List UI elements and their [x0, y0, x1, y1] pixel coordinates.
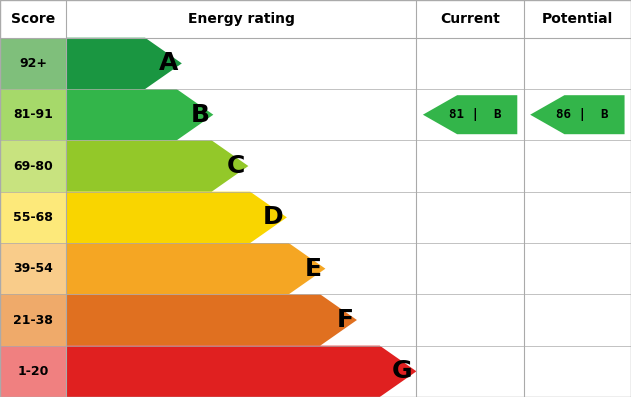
Bar [0, 294, 66, 346]
Bar [0, 141, 66, 192]
Text: 21-38: 21-38 [13, 314, 53, 326]
Polygon shape [530, 95, 625, 134]
Text: 1-20: 1-20 [18, 365, 49, 378]
Text: Current: Current [440, 12, 500, 26]
Text: 86 |  B: 86 | B [557, 108, 609, 121]
Text: Potential: Potential [542, 12, 613, 26]
Polygon shape [66, 38, 182, 89]
Polygon shape [66, 141, 249, 192]
Bar [0, 346, 66, 397]
Polygon shape [423, 95, 517, 134]
Polygon shape [66, 243, 326, 294]
Polygon shape [66, 89, 213, 141]
Bar [0, 89, 66, 141]
Polygon shape [66, 192, 287, 243]
Text: 69-80: 69-80 [13, 160, 53, 173]
Text: D: D [262, 205, 283, 229]
Text: Score: Score [11, 12, 56, 26]
Bar [0, 38, 66, 89]
Text: C: C [227, 154, 245, 178]
Polygon shape [66, 346, 416, 397]
Text: B: B [191, 103, 209, 127]
Text: F: F [336, 308, 353, 332]
Text: A: A [159, 51, 178, 75]
Text: 81-91: 81-91 [13, 108, 53, 121]
Text: 55-68: 55-68 [13, 211, 53, 224]
Polygon shape [66, 294, 357, 346]
Text: 92+: 92+ [19, 57, 47, 70]
Text: Energy rating: Energy rating [188, 12, 295, 26]
Bar [0, 243, 66, 294]
Text: 39-54: 39-54 [13, 262, 53, 275]
Bar [0, 192, 66, 243]
Text: E: E [305, 257, 322, 281]
Text: 81 |  B: 81 | B [449, 108, 502, 121]
Text: G: G [392, 359, 413, 384]
